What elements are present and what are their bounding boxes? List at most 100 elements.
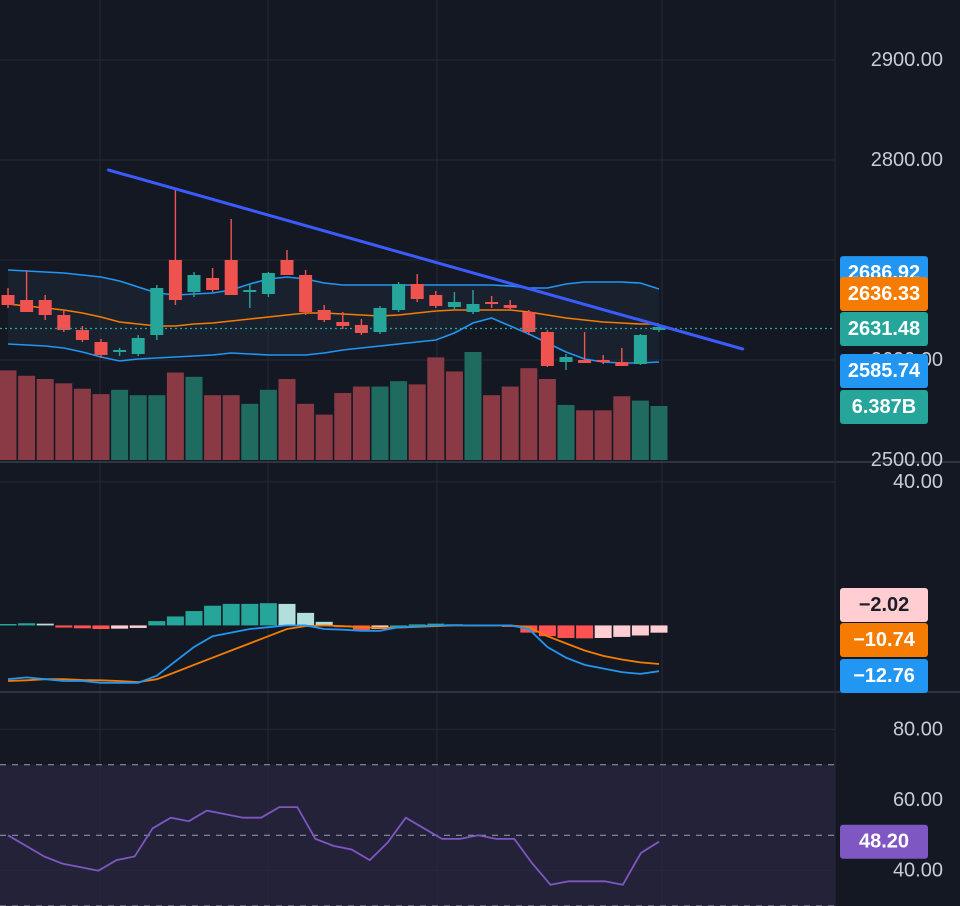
candle-body <box>522 312 536 332</box>
volume-bar <box>73 388 91 460</box>
volume-bar <box>520 368 538 460</box>
macd-histogram-bar <box>297 612 315 626</box>
candle-body <box>131 338 145 354</box>
candle-body <box>336 322 350 326</box>
volume-bar <box>631 400 649 460</box>
price-value-badge-background <box>840 277 928 311</box>
macd-histogram-bar <box>18 623 36 626</box>
rsi-panel[interactable] <box>0 764 835 906</box>
macd-histogram-bar <box>594 625 612 638</box>
candle-body <box>373 308 387 332</box>
candle-body <box>596 360 610 362</box>
volume-bar <box>557 404 575 460</box>
candle-body <box>578 360 592 363</box>
macd-histogram-bar <box>352 625 370 631</box>
macd-histogram-bar <box>315 621 333 626</box>
volume-bar <box>483 395 501 460</box>
price-tick-label: 2800.00 <box>871 149 943 171</box>
macd-value-badge-label: −10.74 <box>853 629 916 651</box>
volume-bar <box>408 384 426 460</box>
volume-bar <box>0 370 17 460</box>
macd-histogram-bar <box>390 625 408 627</box>
candle-body <box>113 350 127 352</box>
trend-line[interactable] <box>106 168 745 351</box>
volume-bar <box>36 379 54 460</box>
price-value-badge-background <box>840 312 928 346</box>
rsi-tick-label: 80.00 <box>893 718 943 740</box>
macd-panel[interactable] <box>0 603 668 684</box>
macd-histogram-bar <box>538 625 556 637</box>
candle-body <box>20 300 34 312</box>
volume-bar <box>18 375 36 460</box>
volume-bar <box>297 403 315 460</box>
macd-value-badge-label: −12.76 <box>853 665 915 687</box>
macd-line <box>7 624 660 684</box>
volume-bar <box>613 396 631 460</box>
volume-bar <box>111 389 129 460</box>
candle-body <box>410 284 424 299</box>
volume-bars <box>0 352 668 460</box>
macd-histogram-bar <box>111 625 129 629</box>
candle-body <box>75 330 89 340</box>
macd-value-badge-background <box>840 623 928 657</box>
volume-bar <box>445 371 463 460</box>
candle-body <box>299 275 313 312</box>
macd-histogram-bar <box>650 625 668 633</box>
candle-body <box>187 275 201 292</box>
price-value-badge-background <box>840 390 928 424</box>
volume-bar <box>241 403 259 460</box>
candle-body <box>447 302 461 307</box>
bollinger-band-fill <box>8 270 659 363</box>
macd-value-badge-background <box>840 659 928 693</box>
volume-bar <box>576 410 594 460</box>
rsi-band-background <box>0 764 835 906</box>
candle-body <box>1 295 15 305</box>
candle-body <box>633 335 647 364</box>
candle-body <box>503 305 517 308</box>
macd-histogram <box>0 603 668 639</box>
volume-bar <box>315 414 333 460</box>
macd-histogram-bar <box>36 623 54 626</box>
volume-bar <box>650 406 668 460</box>
volume-bar <box>222 395 240 460</box>
macd-histogram-bar <box>73 625 91 629</box>
candle-body <box>485 302 499 304</box>
macd-tick-label: 40.00 <box>893 471 943 493</box>
volume-bar <box>501 386 519 460</box>
rsi-value-badge-label: 48.20 <box>859 831 909 853</box>
rsi-line <box>7 806 660 886</box>
volume-bar <box>129 395 147 460</box>
macd-histogram-bar <box>204 605 222 626</box>
macd-histogram-bar <box>241 603 259 626</box>
macd-value-badge-label: −2.02 <box>859 594 910 616</box>
volume-bar <box>427 357 445 460</box>
candlesticks <box>1 190 666 370</box>
candle-body <box>280 260 294 275</box>
candle-body <box>57 315 71 330</box>
macd-histogram-bar <box>631 625 649 636</box>
price-tick-label: 2500.00 <box>871 449 943 471</box>
macd-histogram-bar <box>0 623 17 626</box>
candle-body <box>243 290 257 292</box>
macd-histogram-bar <box>148 621 166 626</box>
volume-bar <box>464 352 482 460</box>
price-value-badge-label: 2585.74 <box>848 360 921 382</box>
volume-bar <box>166 372 184 460</box>
volume-bar <box>352 386 370 460</box>
candle-body <box>559 357 573 362</box>
price-panel[interactable] <box>0 168 835 460</box>
volume-bar <box>55 383 73 460</box>
macd-histogram-bar <box>166 616 184 626</box>
candle-body <box>261 273 275 294</box>
rsi-value-badge-background <box>840 824 928 859</box>
macd-signal-line <box>7 624 660 684</box>
macd-histogram-bar <box>576 625 594 639</box>
volume-bar <box>185 376 203 460</box>
candle-body <box>94 342 108 355</box>
candle-body <box>652 327 666 330</box>
volume-bar <box>259 389 277 460</box>
candle-body <box>168 260 182 300</box>
volume-bar <box>92 394 110 460</box>
bollinger-basis-line <box>7 303 659 327</box>
